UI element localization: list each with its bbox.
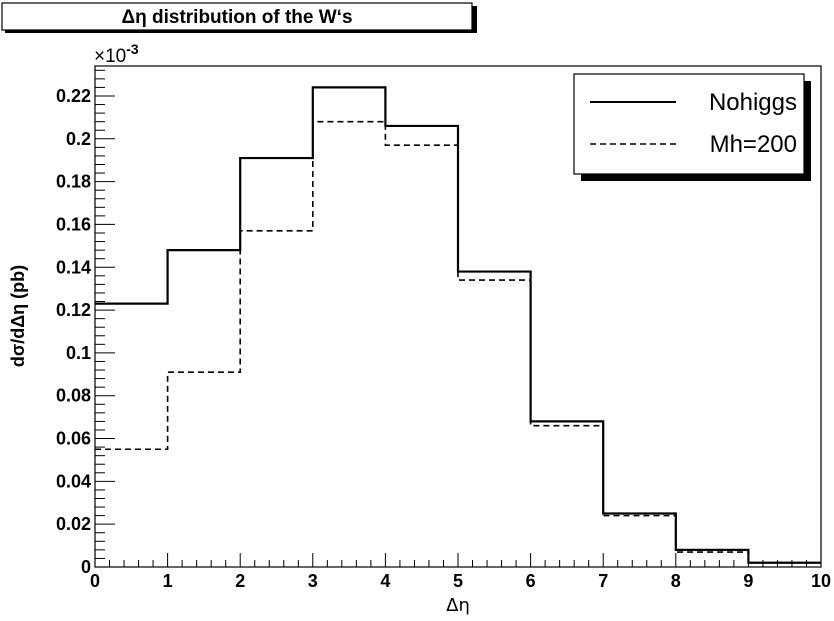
x-tick-label: 10 — [811, 571, 831, 591]
y-tick-label: 0.2 — [66, 129, 91, 149]
y-tick-label: 0.06 — [56, 429, 91, 449]
y-tick-label: 0.08 — [56, 386, 91, 406]
y-tick-label: 0.1 — [66, 343, 91, 363]
x-tick-label: 9 — [743, 571, 753, 591]
series-line-mh-200 — [95, 120, 821, 564]
series-layer — [95, 86, 821, 564]
title-box: Δη distribution of the W‘s — [1, 2, 477, 33]
x-tick-label: 0 — [90, 571, 100, 591]
x-tick-label: 7 — [598, 571, 608, 591]
y-axis: 0 0.02 0.04 0.06 0.08 0.1 0.12 0.14 0.16 0.18 0.2 0… — [56, 69, 115, 577]
y-axis-label: dσ/dΔη (pb) — [8, 265, 28, 367]
y-tick-label: 0.02 — [56, 514, 91, 534]
y-tick-label: 0.14 — [56, 257, 91, 277]
x-axis-label: Δη — [446, 595, 470, 616]
x-axis: 0 1 2 3 4 5 6 7 8 9 10 — [90, 553, 831, 591]
y-tick-label: 0.12 — [56, 300, 91, 320]
x-tick-label: 3 — [308, 571, 318, 591]
chart-title: Δη distribution of the W‘s — [121, 7, 352, 28]
y-exponent-power: -3 — [126, 41, 139, 57]
x-tick-label: 8 — [671, 571, 681, 591]
y-tick-label: 0.22 — [56, 86, 91, 106]
legend: Nohiggs Mh=200 — [573, 73, 811, 181]
x-tick-label: 2 — [235, 571, 245, 591]
x-tick-label: 1 — [163, 571, 173, 591]
y-tick-label: 0.16 — [56, 214, 91, 234]
y-exponent-label: ×10-3 — [94, 41, 139, 67]
y-tick-label: 0.18 — [56, 172, 91, 192]
y-tick-label: 0 — [81, 557, 91, 577]
legend-label-nohiggs: Nohiggs — [709, 89, 797, 116]
x-tick-label: 6 — [526, 571, 536, 591]
x-tick-label: 5 — [453, 571, 463, 591]
x-tick-label: 4 — [380, 571, 390, 591]
y-tick-label: 0.04 — [56, 471, 91, 491]
legend-label-mh200: Mh=200 — [710, 131, 797, 158]
